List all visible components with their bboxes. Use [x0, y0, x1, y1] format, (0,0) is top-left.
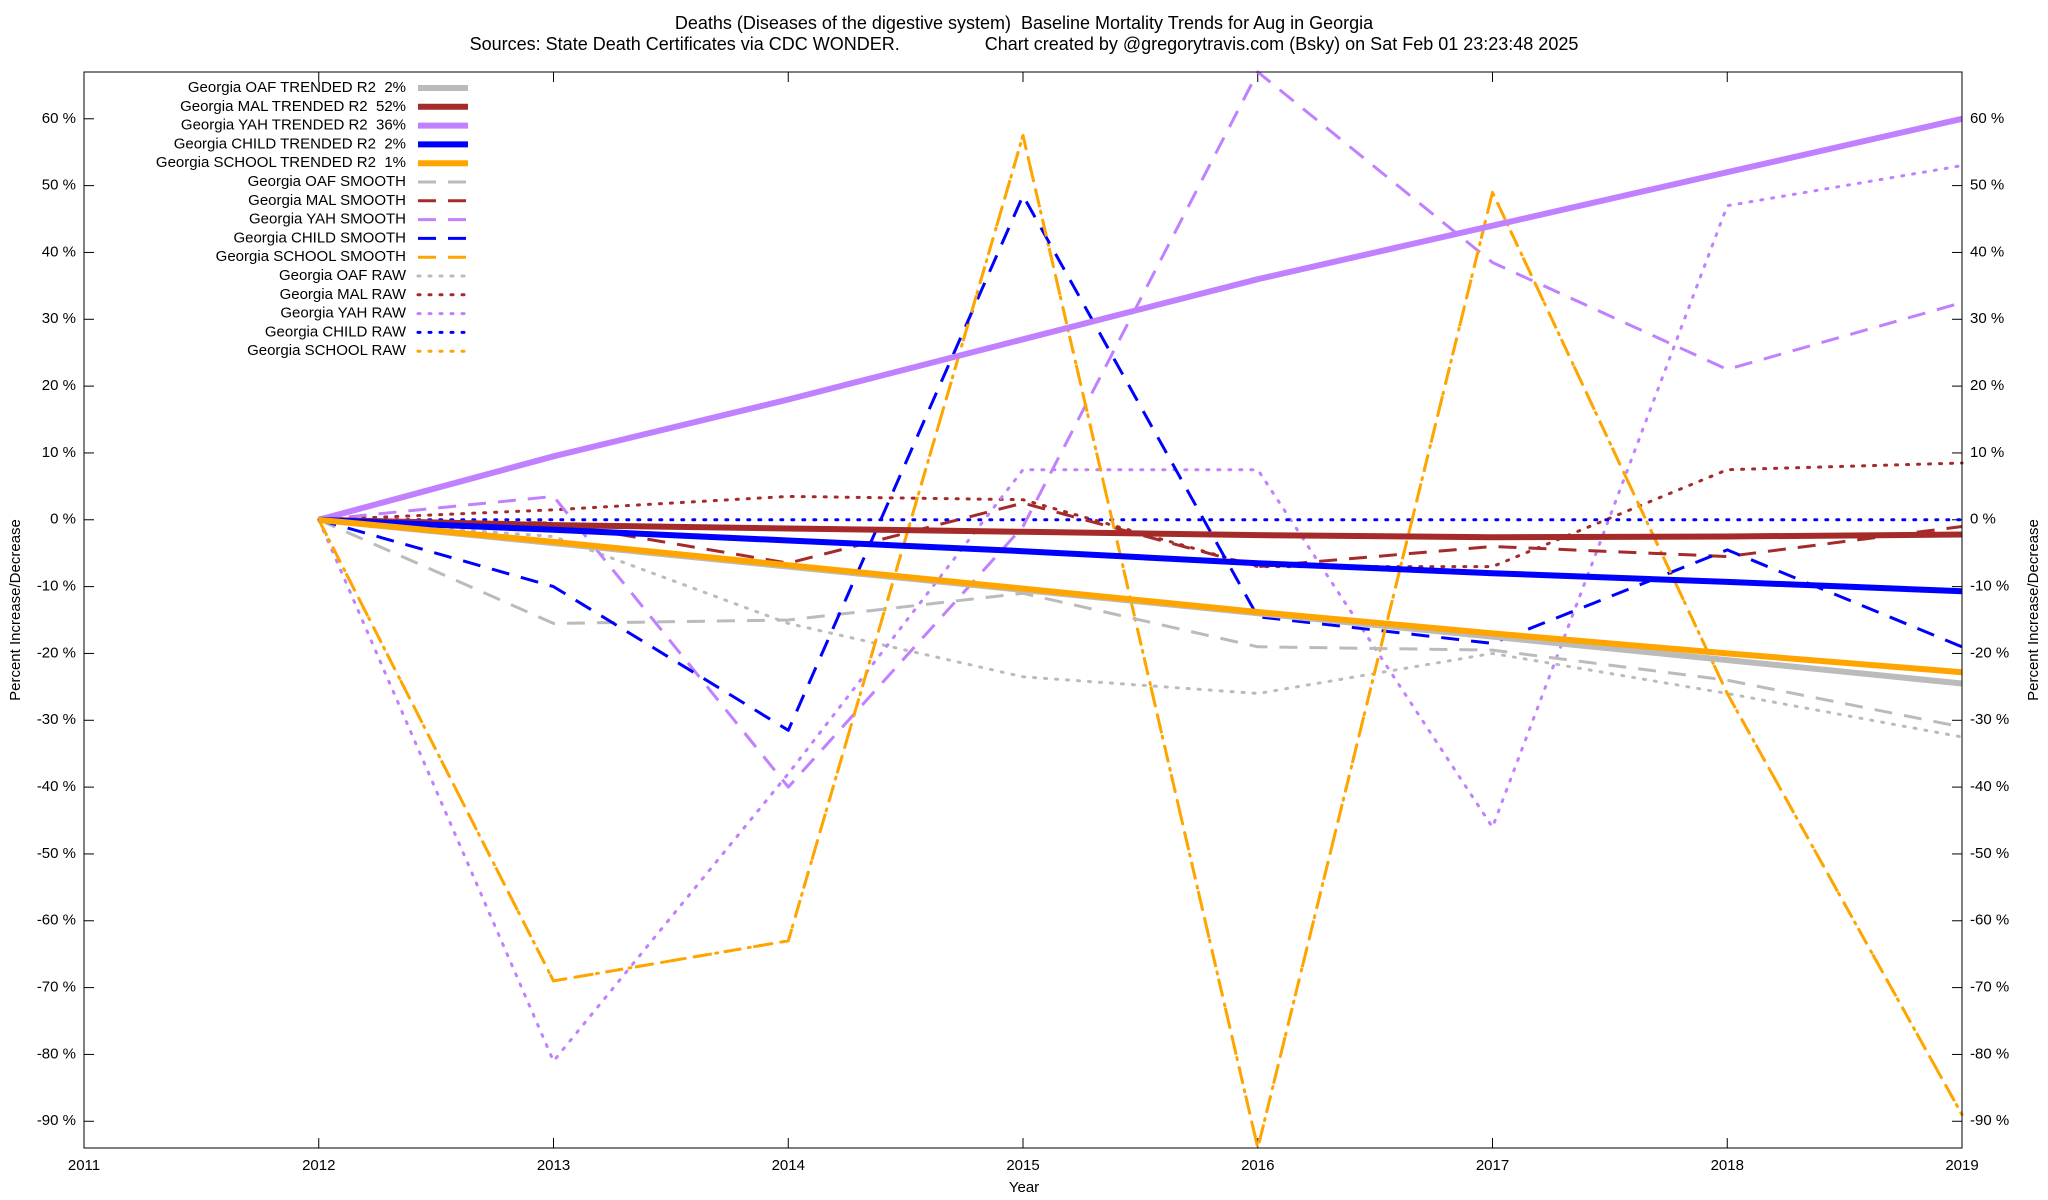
legend-label: Georgia CHILD RAW — [265, 323, 407, 340]
legend-label: Georgia YAH RAW — [280, 305, 406, 322]
y-tick-label: -10 % — [37, 578, 76, 595]
y-tick-label: 10 % — [42, 444, 76, 461]
y-tick-label: 0 % — [50, 511, 76, 528]
y2-tick-label: 30 % — [1970, 310, 2004, 327]
series-line — [318, 115, 1963, 523]
y-tick-label: 60 % — [42, 110, 76, 127]
y2-tick-label: -10 % — [1970, 578, 2009, 595]
y2-tick-label: 40 % — [1970, 243, 2004, 260]
x-tick-label: 2012 — [302, 1157, 335, 1174]
legend-label: Georgia MAL RAW — [280, 286, 407, 303]
series-line — [318, 518, 1963, 729]
legend-label: Georgia YAH SMOOTH — [249, 211, 406, 228]
legend-label: Georgia CHILD SMOOTH — [233, 229, 406, 246]
y-tick-label: 40 % — [42, 243, 76, 260]
legend-label: Georgia MAL SMOOTH — [248, 192, 406, 209]
y-tick-label: -80 % — [37, 1045, 76, 1062]
y2-tick-label: -40 % — [1970, 778, 2009, 795]
x-tick-label: 2011 — [68, 1157, 100, 1174]
legend-label: Georgia OAF RAW — [279, 267, 407, 284]
y2-tick-label: -30 % — [1970, 711, 2009, 728]
y-axis-label: Percent Increase/Decrease — [7, 519, 24, 701]
y2-tick-label: 60 % — [1970, 110, 2004, 127]
y2-tick-label: -20 % — [1970, 644, 2009, 661]
y-tick-label: -90 % — [37, 1112, 76, 1129]
y-tick-label: -30 % — [37, 711, 76, 728]
y2-tick-label: 10 % — [1970, 444, 2004, 461]
legend-label: Georgia SCHOOL RAW — [247, 342, 407, 359]
x-tick-label: 2014 — [772, 1157, 805, 1174]
series-line — [318, 516, 1963, 541]
series-line — [318, 70, 1963, 789]
legend-label: Georgia YAH TRENDED R2 36% — [181, 117, 406, 134]
plot-frame — [83, 71, 1963, 1149]
y2-axis-label: Percent Increase/Decrease — [2025, 519, 2042, 701]
legend-label: Georgia SCHOOL SMOOTH — [216, 248, 406, 265]
y-tick-label: 30 % — [42, 310, 76, 327]
x-tick-label: 2018 — [1711, 1157, 1744, 1174]
legend-label: Georgia MAL TRENDED R2 52% — [180, 98, 406, 115]
series-line — [317, 164, 1964, 1063]
x-tick-label: 2019 — [1945, 1157, 1978, 1174]
y-tick-label: -50 % — [37, 845, 76, 862]
y-tick-label: 20 % — [42, 377, 76, 394]
y2-tick-label: 0 % — [1970, 511, 1996, 528]
series-line — [317, 134, 1964, 1150]
y-tick-label: -20 % — [37, 644, 76, 661]
chart-subtitle: Sources: State Death Certificates via CD… — [470, 34, 1579, 54]
legend-label: Georgia OAF SMOOTH — [248, 173, 406, 190]
chart-title: Deaths (Diseases of the digestive system… — [675, 13, 1374, 33]
y2-tick-label: 20 % — [1970, 377, 2004, 394]
legend-label: Georgia SCHOOL TRENDED R2 1% — [156, 154, 406, 171]
y-tick-label: -40 % — [37, 778, 76, 795]
y2-tick-label: -90 % — [1970, 1112, 2009, 1129]
x-tick-label: 2016 — [1241, 1157, 1274, 1174]
x-axis-label: Year — [1009, 1179, 1039, 1196]
y-tick-label: -70 % — [37, 979, 76, 996]
y-tick-label: 50 % — [42, 177, 76, 194]
y-tick-label: -60 % — [37, 912, 76, 929]
series-line — [317, 461, 1964, 569]
x-tick-label: 2017 — [1476, 1157, 1509, 1174]
series-line — [318, 516, 1963, 676]
series-line — [317, 518, 1964, 739]
y2-tick-label: 50 % — [1970, 177, 2004, 194]
x-tick-label: 2015 — [1006, 1157, 1039, 1174]
y2-tick-label: -70 % — [1970, 979, 2009, 996]
y2-tick-label: -50 % — [1970, 845, 2009, 862]
y2-tick-label: -80 % — [1970, 1045, 2009, 1062]
y2-tick-label: -60 % — [1970, 912, 2009, 929]
legend-label: Georgia CHILD TRENDED R2 2% — [174, 135, 406, 152]
legend-label: Georgia OAF TRENDED R2 2% — [188, 79, 406, 96]
series-line — [318, 516, 1963, 595]
x-tick-label: 2013 — [537, 1157, 570, 1174]
